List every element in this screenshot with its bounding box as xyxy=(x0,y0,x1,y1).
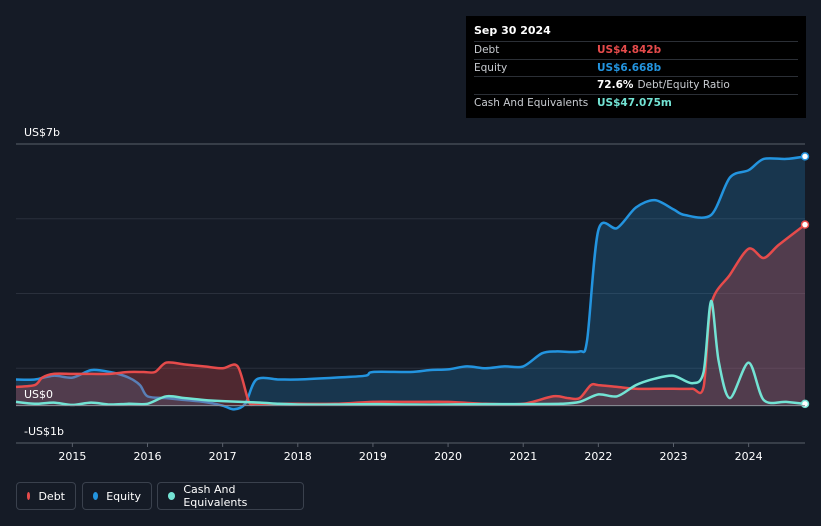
x-tick-label: 2019 xyxy=(359,450,387,463)
x-tick-label: 2024 xyxy=(735,450,763,463)
tooltip-row-equity: Equity US$6.668b xyxy=(474,58,798,77)
y-tick-label-zero: US$0 xyxy=(24,388,54,401)
cash-and-equivalents-end-point xyxy=(800,399,810,409)
tooltip-equity-label: Equity xyxy=(474,61,508,74)
legend-item-equity[interactable]: Equity xyxy=(82,482,152,510)
tooltip-ratio-value: 72.6% xyxy=(597,79,634,92)
legend-equity-label: Equity xyxy=(106,489,141,503)
equity-area xyxy=(16,156,805,410)
tooltip-cash-value: US$47.075m xyxy=(597,96,672,109)
debt-legend-dot-icon xyxy=(27,492,31,500)
equity-line xyxy=(15,155,806,411)
x-tick-label: 2021 xyxy=(509,450,537,463)
cash-and-equivalents-line xyxy=(15,299,806,407)
legend-debt-label: Debt xyxy=(38,489,65,503)
tooltip-row-debt: Debt US$4.842b xyxy=(474,41,798,59)
x-tick-label: 2022 xyxy=(584,450,612,463)
legend-cash-label: Cash And Equivalents xyxy=(183,483,248,509)
tooltip-row-ratio: 72.6% Debt/Equity Ratio xyxy=(474,76,798,94)
tooltip-debt-label: Debt xyxy=(474,44,500,57)
tooltip-equity-value: US$6.668b xyxy=(597,61,662,74)
legend-item-cash[interactable]: Cash And Equivalents xyxy=(157,482,304,510)
legend-item-debt[interactable]: Debt xyxy=(16,482,76,510)
cash-legend-dot-icon xyxy=(168,492,176,500)
y-tick-label-bottom: -US$1b xyxy=(24,425,64,438)
tooltip-date: Sep 30 2024 xyxy=(474,24,551,37)
tooltip-panel: Sep 30 2024 Debt US$4.842b Equity US$6.6… xyxy=(466,16,806,118)
x-tick-label: 2016 xyxy=(134,450,162,463)
equity-end-point xyxy=(800,152,810,161)
tooltip-row-cash: Cash And Equivalents US$47.075m xyxy=(474,93,798,112)
tooltip-debt-value: US$4.842b xyxy=(597,44,662,57)
tooltip-ratio-caption: Debt/Equity Ratio xyxy=(637,79,730,92)
tooltip-cash-label: Cash And Equivalents xyxy=(474,96,589,109)
debt-area xyxy=(16,224,805,406)
x-tick-label: 2017 xyxy=(209,450,237,463)
x-tick-label: 2023 xyxy=(660,450,688,463)
x-tick-label: 2020 xyxy=(434,450,462,463)
debt-line xyxy=(15,223,806,407)
y-tick-label-top: US$7b xyxy=(24,126,61,139)
x-tick-label: 2015 xyxy=(58,450,86,463)
debt-end-point xyxy=(800,220,810,229)
equity-legend-dot-icon xyxy=(93,492,99,500)
x-tick-label: 2018 xyxy=(284,450,312,463)
